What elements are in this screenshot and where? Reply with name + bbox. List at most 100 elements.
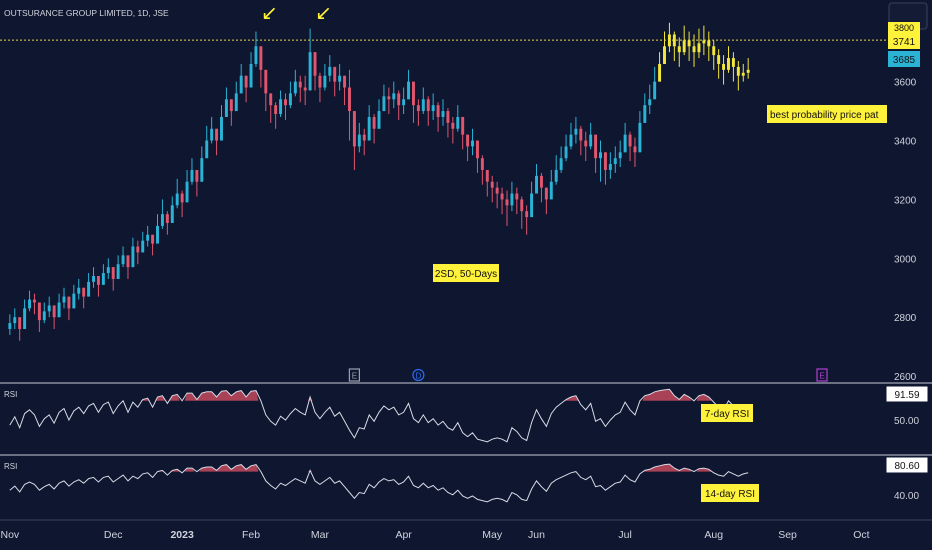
time-tick-label: Jul [618, 529, 631, 541]
candle-body [269, 93, 273, 106]
candle-body [741, 72, 745, 76]
candle-body [525, 211, 529, 218]
candle-body [559, 158, 563, 170]
candle-body [274, 105, 278, 115]
candle-body [589, 134, 593, 147]
rsi7-panel[interactable] [9, 388, 749, 443]
symbol-header[interactable]: OUTSURANCE GROUP LIMITED, 1D, JSE [4, 8, 169, 18]
time-tick-label: Sep [778, 529, 797, 541]
time-tick-label: 2023 [170, 529, 194, 541]
price-badge-top [888, 22, 920, 34]
candle-body [397, 93, 401, 106]
candle-body [195, 169, 199, 182]
candle-body [333, 66, 337, 82]
candle-body [328, 66, 332, 76]
candle-body [111, 267, 115, 279]
candle-body [279, 99, 283, 115]
rsi7-value-badge [885, 385, 929, 403]
candle-body [456, 116, 460, 129]
candle-body [239, 75, 243, 94]
rsi7-line [9, 388, 749, 443]
candle-body [584, 140, 588, 147]
candle-body [697, 43, 701, 53]
earnings-marker[interactable] [348, 368, 360, 382]
candle-body [539, 175, 543, 188]
candle-body [362, 134, 366, 141]
candle-body [338, 75, 342, 82]
candle-body [52, 305, 56, 318]
candle-body [160, 214, 164, 226]
candle-body [599, 152, 602, 159]
time-tick-label: Nov [1, 529, 20, 541]
candle-body [210, 128, 214, 141]
candle-body [638, 122, 642, 153]
price-tick-label: 3200 [894, 195, 917, 206]
candle-body [244, 75, 248, 88]
candle-body [475, 140, 479, 159]
time-tick-label: Aug [704, 529, 723, 541]
rsi14-panel-title: RSI [4, 462, 17, 471]
candle-body [121, 255, 125, 265]
rsi14-overbought-fill [184, 468, 195, 472]
price-tick-label: 3400 [894, 137, 917, 148]
candle-body [8, 323, 12, 329]
arrow-down-left-icon: ↙ [261, 3, 278, 25]
candle-body [343, 75, 347, 88]
price-axis[interactable]: 2600 2800 3000 3200 3400 3600 50.00 40.00 [894, 78, 919, 502]
candle-body [387, 96, 391, 100]
candle-body [672, 34, 676, 47]
time-tick-label: Mar [311, 529, 330, 541]
candle-body [628, 134, 632, 147]
candle-body [441, 111, 445, 117]
candle-body [530, 193, 534, 218]
candle-body [707, 40, 711, 47]
candle-body [402, 99, 406, 106]
candle-body [62, 296, 66, 303]
candle-body [77, 287, 81, 294]
candle-body [687, 40, 691, 47]
candle-body [18, 317, 22, 329]
candle-body [106, 267, 110, 274]
candle-body [156, 225, 159, 244]
candle-body [574, 128, 578, 135]
candle-body [357, 134, 361, 147]
candle-body [165, 214, 169, 223]
candle-body [116, 264, 120, 279]
time-tick-label: Jun [528, 529, 545, 541]
candle-body [727, 58, 730, 70]
band-label: 2SD, 50-Days [435, 269, 497, 280]
band-label-box [433, 264, 499, 282]
projection-label-box [767, 105, 887, 123]
candle-body [608, 164, 612, 170]
candle-body [461, 116, 465, 135]
candle-body [82, 287, 86, 297]
candle-body [37, 302, 41, 321]
price-tick-label: 2600 [894, 372, 917, 383]
rsi14-panel[interactable] [9, 463, 749, 503]
dividend-marker[interactable] [412, 368, 425, 382]
candle-body [382, 96, 386, 112]
candle-body [141, 240, 145, 253]
candlestick-series [0, 22, 886, 341]
candle-body [446, 111, 450, 123]
rsi14-value-badge [885, 456, 929, 474]
candle-body [722, 63, 726, 70]
resistance-price-label: 3741 [893, 37, 916, 48]
rsi14-label: 14-day RSI [705, 489, 755, 500]
time-tick-label: May [482, 529, 503, 541]
candle-body [717, 55, 721, 64]
candle-body [13, 317, 17, 324]
rsi7-label: 7-day RSI [705, 409, 749, 420]
candle-body [229, 99, 233, 112]
candle-body [736, 66, 740, 76]
future-earnings-marker[interactable] [816, 368, 828, 382]
time-tick-label: Oct [853, 529, 869, 541]
candle-body [554, 169, 558, 182]
rsi14-value: 80.60 [894, 461, 919, 472]
time-axis[interactable]: Nov Dec 2023 Feb Mar Apr May Jun Jul Aug Sep Oct [1, 529, 870, 541]
candle-body [323, 75, 327, 88]
candle-body [485, 169, 489, 182]
future-earnings-marker-letter: E [819, 372, 824, 381]
candle-body [101, 273, 105, 285]
